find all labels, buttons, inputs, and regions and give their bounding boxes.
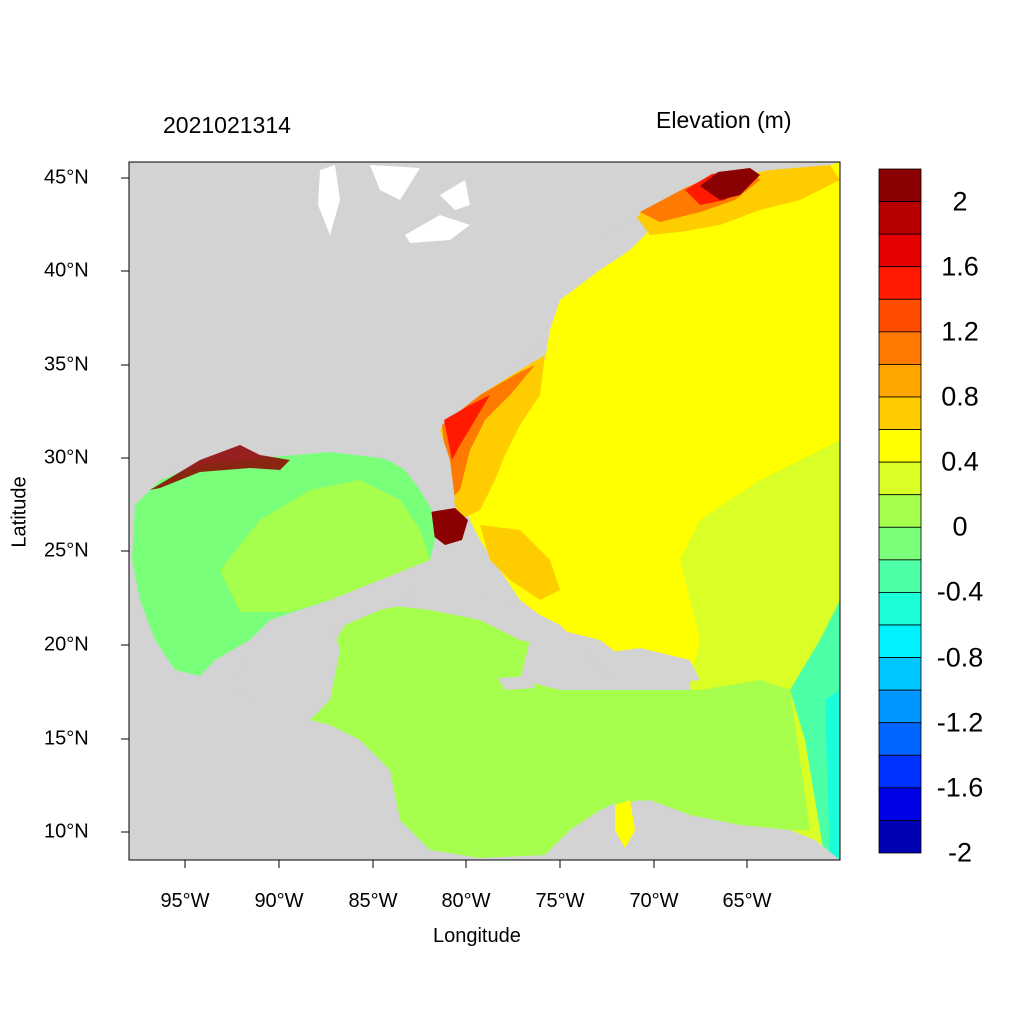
colorbar-tick-label: -1.6 (936, 772, 984, 803)
colorbar-swatch (878, 820, 922, 854)
south-florida-max (430, 508, 468, 545)
y-tick-label: 30°N (44, 446, 89, 469)
hispaniola-land (590, 648, 700, 685)
y-tick-label: 35°N (44, 353, 89, 376)
x-tick-label: 80°W (441, 890, 491, 912)
x-tick-label: 65°W (722, 890, 772, 912)
colorbar-swatch (878, 722, 922, 756)
colorbar-tick-label: -0.4 (936, 576, 984, 607)
gulf-center-lime (220, 480, 430, 612)
variable-title: Elevation (m) (656, 107, 792, 133)
colorbar-swatch (878, 266, 922, 300)
colorbar-swatch (878, 624, 922, 658)
colorbar-swatch (878, 461, 922, 496)
colorbar-swatch (878, 331, 922, 365)
y-tick-label: 45°N (44, 166, 89, 189)
florida-land (380, 430, 455, 510)
colorbar-swatch (878, 592, 922, 626)
gulf-of-maine-region (635, 165, 840, 235)
y-axis-label-text: Latitude (8, 476, 31, 548)
se-coast-band-outer (440, 355, 545, 520)
date-title: 2021021314 (163, 112, 291, 138)
colorbar-swatch (878, 233, 922, 268)
colorbar-tick-label: 1.6 (941, 251, 979, 282)
y-tick-label: 20°N (44, 633, 89, 656)
x-axis-ticks (184, 860, 748, 868)
x-tick-label: 95°W (160, 890, 210, 912)
x-tick-label: 85°W (348, 890, 398, 912)
colorbar-tick-label: 2 (952, 186, 968, 217)
louisiana-coast-fringe (150, 445, 290, 490)
caribbean-sea (310, 600, 810, 858)
cuba-land (385, 590, 580, 650)
x-tick-label: 75°W (535, 890, 585, 912)
colorbar-swatch (878, 754, 922, 789)
y-axis-ticks (121, 177, 129, 833)
colorbar-swatch (878, 494, 922, 528)
colorbar-tick-label: -0.8 (936, 642, 984, 673)
colorbar-swatch (878, 396, 922, 430)
y-tick-label: 40°N (44, 259, 89, 282)
colorbar-tick-label: 1.2 (941, 316, 979, 347)
maracaibo-region (615, 800, 635, 848)
se-coast-band-red (444, 395, 490, 460)
x-tick-label: 90°W (254, 890, 304, 912)
lesser-antilles-edge (825, 690, 840, 860)
plot-frame (128, 161, 841, 861)
colorbar-swatch (878, 201, 922, 235)
colorbar-swatch (878, 689, 922, 724)
colorbar-tick-label: 0.4 (941, 446, 979, 477)
gulf-of-maine-max (700, 168, 760, 200)
colorbar-tick-label: -2 (947, 837, 973, 868)
bahamas-region (480, 525, 560, 600)
x-tick-label: 70°W (629, 890, 679, 912)
colorbar-tick-label: -1.2 (936, 707, 984, 738)
us-mainland-land (129, 162, 640, 505)
lesser-antilles-cyan (790, 600, 840, 860)
colorbar-swatch (878, 168, 922, 202)
colorbar-swatch (878, 429, 922, 463)
colorbar-swatch (878, 787, 922, 821)
y-tick-label: 15°N (44, 727, 89, 750)
colorbar-swatch (878, 298, 922, 333)
yucatan-land (230, 615, 340, 720)
colorbar (878, 168, 922, 854)
colorbar-tick-label: 0.8 (941, 381, 979, 412)
colorbar-swatch (878, 364, 922, 398)
colorbar-tick-label: 0 (952, 511, 968, 542)
colorbar-swatch (878, 559, 922, 593)
colorbar-swatch (878, 657, 922, 691)
x-axis-label: Longitude (433, 925, 521, 947)
y-tick-label: 10°N (44, 820, 89, 843)
y-tick-label: 25°N (44, 539, 89, 562)
great-lakes (318, 165, 470, 243)
central-america-land (129, 720, 410, 860)
colorbar-swatch (878, 526, 922, 561)
jamaica-land (498, 676, 535, 690)
map-plot-area (129, 162, 840, 860)
se-coast-band-inner (442, 365, 535, 500)
